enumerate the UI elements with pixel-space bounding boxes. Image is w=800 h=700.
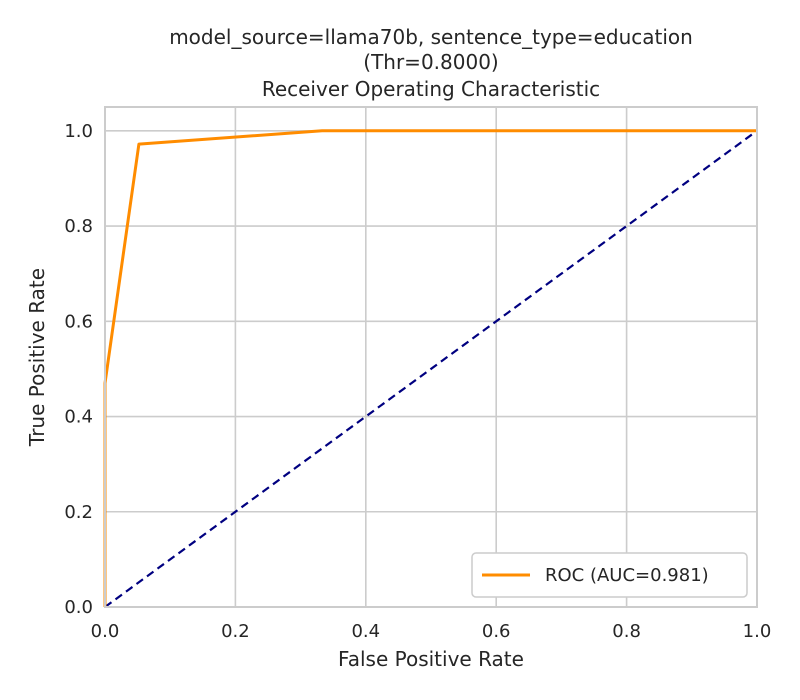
- series-layer: [103, 129, 758, 608]
- y-tick-label-2: 0.4: [64, 407, 93, 428]
- x-axis-ticks: 0.0 0.2 0.4 0.6 0.8 1.0: [91, 621, 772, 642]
- x-tick-label-3: 0.6: [482, 621, 511, 642]
- y-tick-label-0: 0.0: [64, 597, 93, 618]
- y-tick-label-1: 0.2: [64, 502, 93, 523]
- x-axis-label: False Positive Rate: [338, 647, 524, 671]
- y-tick-label-4: 0.8: [64, 216, 93, 237]
- y-tick-label-5: 1.0: [64, 121, 93, 142]
- legend: ROC (AUC=0.981): [471, 552, 748, 598]
- y-axis-label: True Positive Rate: [25, 268, 49, 447]
- chart-subtitle-threshold: (Thr=0.8000): [363, 50, 498, 74]
- x-tick-label-0: 0.0: [91, 621, 120, 642]
- chart-title: model_source=llama70b, sentence_type=edu…: [169, 25, 693, 49]
- chart-subtitle-roc: Receiver Operating Characteristic: [262, 77, 600, 101]
- x-tick-label-5: 1.0: [743, 621, 772, 642]
- y-axis-ticks: 0.0 0.2 0.4 0.6 0.8 1.0: [64, 121, 93, 618]
- y-tick-label-3: 0.6: [64, 311, 93, 332]
- x-tick-label-2: 0.4: [351, 621, 380, 642]
- x-tick-label-1: 0.2: [221, 621, 250, 642]
- grid-lines: [104, 107, 758, 608]
- chart-titles: model_source=llama70b, sentence_type=edu…: [169, 25, 693, 101]
- legend-box: [471, 552, 748, 598]
- diagonal-reference-line: [104, 129, 758, 608]
- x-tick-label-4: 0.8: [612, 621, 641, 642]
- legend-label-roc: ROC (AUC=0.981): [545, 565, 709, 586]
- plot-frame: [104, 106, 758, 608]
